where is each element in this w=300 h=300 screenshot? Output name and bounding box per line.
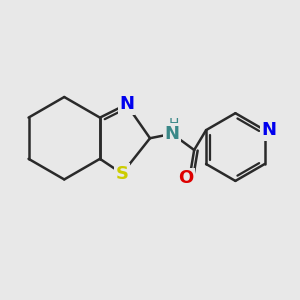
Text: N: N	[119, 95, 134, 113]
Text: N: N	[165, 125, 180, 143]
Text: O: O	[178, 169, 194, 187]
Text: H: H	[168, 117, 179, 131]
Text: N: N	[262, 121, 277, 139]
Text: S: S	[116, 165, 128, 183]
